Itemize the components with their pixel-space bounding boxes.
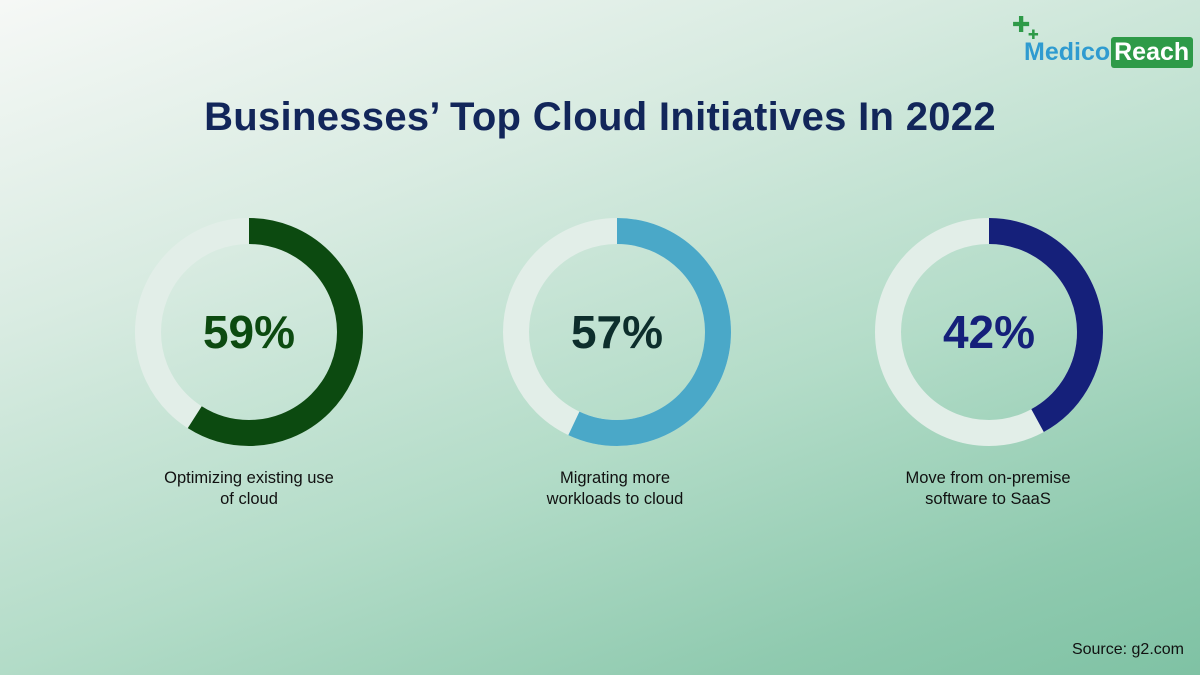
chart-title: Businesses’ Top Cloud Initiatives In 202… <box>204 95 996 139</box>
donut-svg <box>875 218 1103 446</box>
percentage-label: 59% <box>202 306 296 358</box>
chart-label-optimizing: Optimizing existing use of cloud <box>119 468 379 510</box>
donut-chart-optimizing: 59% <box>135 218 363 446</box>
source-note: Source: g2.com <box>1071 641 1184 658</box>
percentage-label: 42% <box>942 306 1036 358</box>
plus-icon: ✚ <box>1012 12 1031 37</box>
donut-arc-value <box>875 218 1103 446</box>
label-line: workloads to cloud <box>546 490 684 508</box>
label-line: software to SaaS <box>925 490 1051 508</box>
donut-arc-value <box>503 218 731 446</box>
donut-svg <box>135 218 363 446</box>
logo-text-medico: Medico <box>1024 38 1111 66</box>
medicoreach-logo: ✚ ✚ Medico Reach <box>1008 12 1194 74</box>
chart-label-migrating: Migrating more workloads to cloud <box>485 468 745 510</box>
chart-label-saas: Move from on-premise software to SaaS <box>858 468 1118 510</box>
label-line: Move from on-premise <box>905 469 1071 487</box>
label-line: Optimizing existing use <box>164 469 334 487</box>
label-line: Migrating more <box>559 469 671 487</box>
donut-chart-saas: 42% <box>875 218 1103 446</box>
label-line: of cloud <box>220 490 278 508</box>
donut-chart-migrating: 57% <box>503 218 731 446</box>
donut-svg <box>503 218 731 446</box>
logo-text-reach: Reach <box>1111 37 1194 68</box>
percentage-label: 57% <box>570 306 664 358</box>
donut-arc-value <box>135 218 363 446</box>
plus-icon-small: ✚ <box>1028 27 1039 42</box>
